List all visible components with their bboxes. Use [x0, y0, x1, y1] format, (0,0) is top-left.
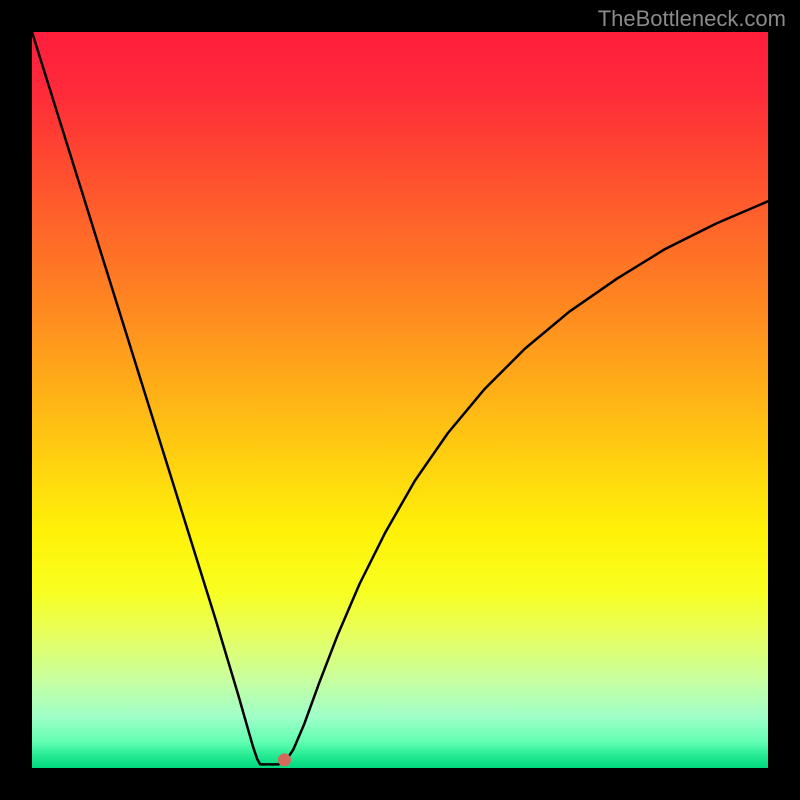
watermark-text: TheBottleneck.com — [598, 6, 786, 32]
chart-container: TheBottleneck.com — [0, 0, 800, 800]
plot-area — [32, 32, 768, 768]
